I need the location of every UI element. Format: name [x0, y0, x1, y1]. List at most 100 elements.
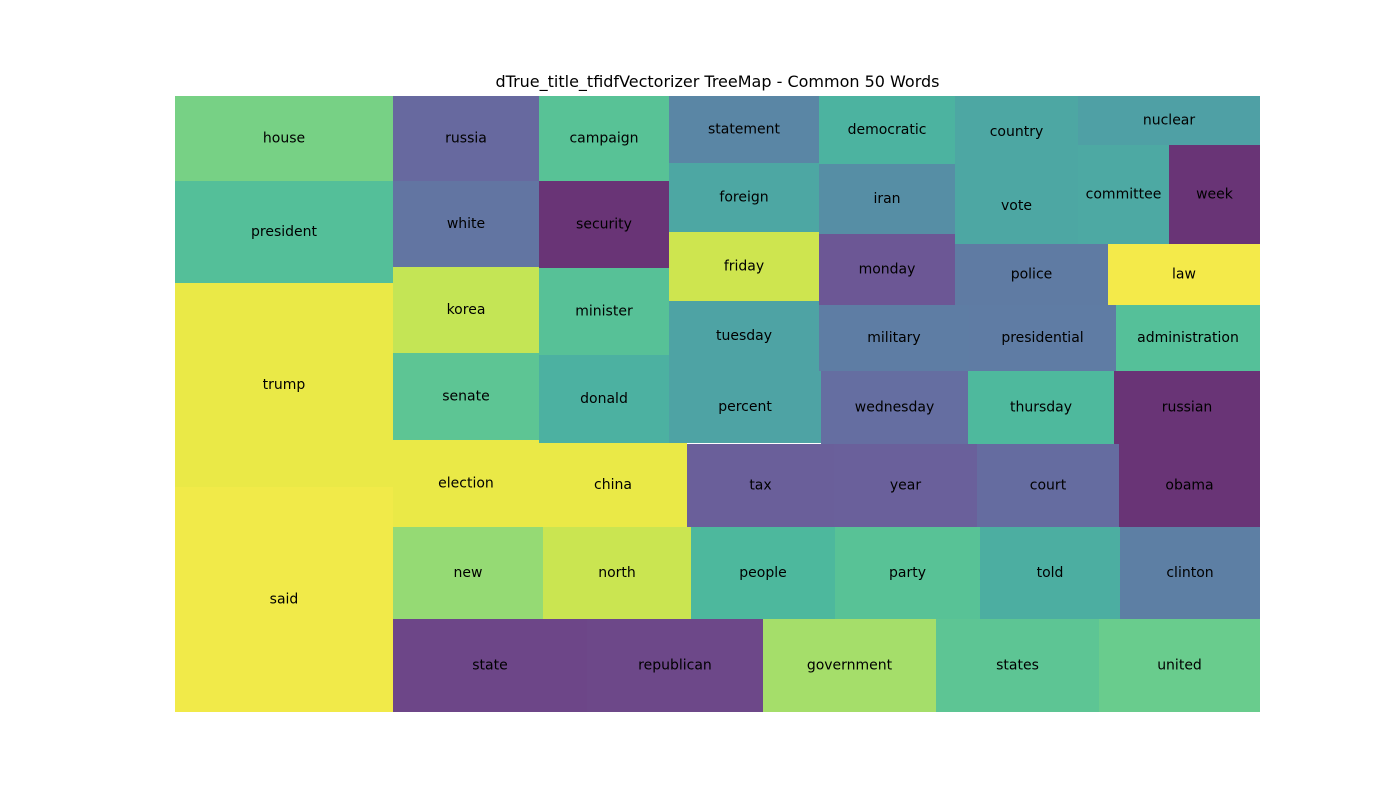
treemap-tile-donald — [539, 355, 669, 443]
treemap-tile-clinton — [1120, 527, 1260, 619]
treemap-label-donald: donald — [580, 391, 628, 407]
treemap-label-minister: minister — [575, 304, 633, 320]
treemap-label-friday: friday — [724, 259, 764, 275]
treemap-tile-said — [175, 487, 393, 712]
treemap-tile-party — [835, 527, 980, 619]
treemap-plot: house president trump said russia campaign whi… — [175, 96, 1260, 712]
treemap-tile-percent — [669, 371, 821, 443]
treemap-tile-court — [977, 444, 1119, 527]
treemap-tile-statement — [669, 96, 819, 163]
treemap-label-week: week — [1196, 187, 1234, 203]
treemap-label-russia: russia — [445, 131, 487, 147]
treemap-label-iran: iran — [873, 191, 900, 207]
treemap-tile-election — [393, 440, 539, 527]
treemap-label-president: president — [251, 224, 318, 240]
treemap-tile-country — [955, 96, 1078, 168]
treemap-label-tax: tax — [749, 478, 771, 494]
treemap-tile-republican — [587, 619, 763, 712]
treemap-label-north: north — [598, 565, 636, 581]
treemap-label-presidential: presidential — [1001, 330, 1083, 346]
treemap-tile-law — [1108, 244, 1260, 305]
treemap-tile-nuclear — [1078, 96, 1260, 145]
treemap-label-vote: vote — [1001, 198, 1032, 214]
treemap-label-white: white — [447, 216, 485, 232]
treemap-tile-democratic — [819, 96, 955, 164]
treemap-label-united: united — [1157, 658, 1202, 674]
treemap-tile-security — [539, 181, 669, 268]
treemap-tile-vote — [955, 168, 1078, 244]
treemap-label-nuclear: nuclear — [1143, 113, 1196, 129]
treemap-tile-police — [955, 244, 1108, 305]
treemap-tile-campaign — [539, 96, 669, 181]
treemap-label-korea: korea — [447, 302, 486, 318]
treemap-label-percent: percent — [718, 399, 772, 415]
treemap-label-clinton: clinton — [1166, 565, 1213, 581]
treemap-tile-week — [1169, 145, 1260, 244]
treemap-label-states: states — [996, 658, 1039, 674]
treemap-label-year: year — [890, 478, 921, 494]
treemap-tile-white — [393, 181, 539, 267]
treemap-tile-presidential — [969, 305, 1116, 371]
treemap-tile-monday — [819, 234, 955, 305]
treemap-label-republican: republican — [638, 658, 712, 674]
treemap-label-military: military — [867, 330, 920, 346]
treemap-label-government: government — [807, 658, 893, 674]
treemap-tile-thursday — [968, 371, 1114, 444]
treemap-label-court: court — [1030, 478, 1067, 494]
treemap-label-russian: russian — [1162, 400, 1213, 416]
treemap-label-administration: administration — [1137, 330, 1239, 346]
treemap-label-statement: statement — [708, 122, 781, 138]
treemap-tile-united — [1099, 619, 1260, 712]
treemap-tile-friday — [669, 232, 819, 301]
treemap-tile-people — [691, 527, 835, 619]
treemap-label-foreign: foreign — [719, 190, 768, 206]
treemap-tile-minister — [539, 268, 669, 355]
treemap-label-told: told — [1037, 565, 1064, 581]
treemap-label-monday: monday — [859, 262, 916, 278]
treemap-label-house: house — [263, 131, 305, 147]
treemap-label-thursday: thursday — [1010, 400, 1072, 416]
treemap-label-state: state — [472, 658, 507, 674]
treemap-label-wednesday: wednesday — [855, 400, 934, 416]
treemap-label-people: people — [739, 565, 786, 581]
treemap-label-trump: trump — [263, 377, 306, 393]
treemap-tile-year — [834, 444, 977, 527]
treemap-tile-committee — [1078, 145, 1169, 244]
treemap-label-security: security — [576, 217, 632, 233]
treemap-tile-tuesday — [669, 301, 819, 371]
treemap-label-committee: committee — [1086, 187, 1162, 203]
treemap-tile-house — [175, 96, 393, 181]
treemap-label-senate: senate — [442, 389, 489, 405]
treemap-label-new: new — [454, 565, 483, 581]
treemap-tile-administration — [1116, 305, 1260, 371]
treemap-label-democratic: democratic — [848, 122, 927, 138]
treemap-label-china: china — [594, 477, 632, 493]
treemap-tile-trump — [175, 283, 393, 487]
treemap-label-said: said — [270, 592, 299, 608]
treemap-tile-obama — [1119, 444, 1260, 527]
treemap-label-law: law — [1172, 267, 1196, 283]
treemap-tile-wednesday — [821, 371, 968, 444]
treemap-tile-foreign — [669, 163, 819, 232]
treemap-tile-russia — [393, 96, 539, 181]
treemap-label-country: country — [990, 124, 1044, 140]
treemap-tile-tax — [687, 444, 834, 527]
treemap-tile-government — [763, 619, 936, 712]
treemap-tile-russian — [1114, 371, 1260, 444]
treemap-tile-china — [539, 443, 687, 527]
treemap-tile-senate — [393, 353, 539, 440]
treemap-label-obama: obama — [1165, 478, 1213, 494]
treemap-tile-north — [543, 527, 691, 619]
chart-title: dTrue_title_tfidfVectorizer TreeMap - Co… — [495, 72, 940, 91]
treemap-tile-president — [175, 181, 393, 283]
treemap-tile-new — [393, 527, 543, 619]
treemap-label-police: police — [1011, 267, 1053, 283]
treemap-tile-told — [980, 527, 1120, 619]
treemap-label-party: party — [889, 565, 926, 581]
treemap-label-election: election — [438, 476, 494, 492]
treemap-tile-military — [819, 305, 969, 371]
treemap-label-campaign: campaign — [569, 131, 638, 147]
treemap-tile-korea — [393, 267, 539, 353]
treemap-tile-iran — [819, 164, 955, 234]
